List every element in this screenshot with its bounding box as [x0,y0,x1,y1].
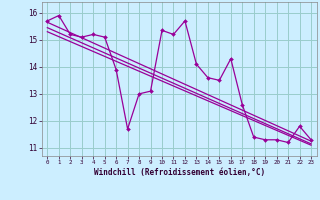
X-axis label: Windchill (Refroidissement éolien,°C): Windchill (Refroidissement éolien,°C) [94,168,265,177]
